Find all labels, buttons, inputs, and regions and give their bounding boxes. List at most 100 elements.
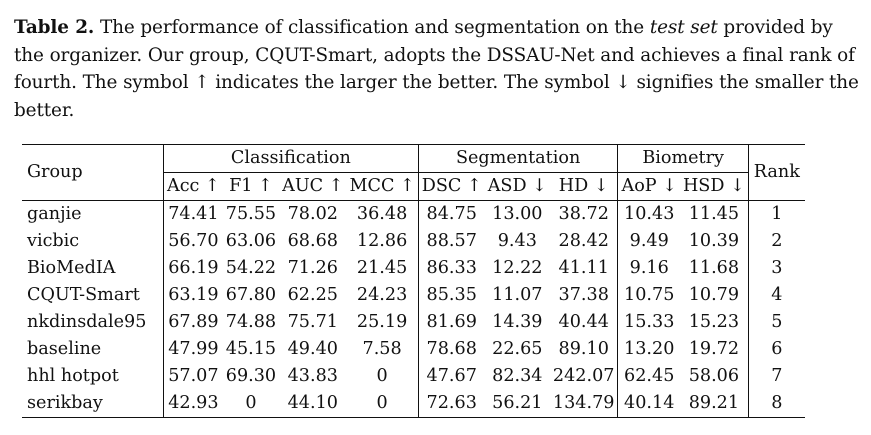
metric-value-cell: 0 <box>376 366 388 386</box>
metric-value-cell: 54.22 <box>225 258 277 278</box>
metric-value-cell: 10.75 <box>617 282 680 309</box>
metric-value-cell: 75.55 <box>225 204 277 224</box>
metric-value-cell: 134.79 <box>549 390 618 418</box>
metric-value-cell: 13.20 <box>617 336 680 363</box>
metric-value-cell: 11.45 <box>688 204 740 224</box>
group-name-cell: ganjie <box>27 204 82 224</box>
metric-value-cell: 42.93 <box>162 390 223 418</box>
metric-value-cell: 0 <box>346 390 419 418</box>
metric-value-cell: 89.10 <box>558 339 609 359</box>
group-name-cell: baseline <box>27 339 102 359</box>
metric-value-cell: 21.45 <box>356 258 408 278</box>
group-name-cell: hhl hotpot <box>27 366 119 386</box>
metric-value-cell: 13.00 <box>492 204 543 224</box>
metric-value-cell: 28.42 <box>558 231 609 251</box>
metric-value-cell: 72.63 <box>417 390 485 418</box>
caption-label: Table 2. <box>14 17 95 38</box>
table-row: vicbic 56.70 63.06 68.68 12.86 88.57 9.43 28.42… <box>22 228 805 255</box>
metric-value-cell: 62.45 <box>617 363 680 390</box>
table-row: BioMedIA 66.19 54.22 71.26 21.45 86.33 12.22 41… <box>22 255 805 282</box>
metric-header-hd: HD ↓ <box>549 172 618 201</box>
section-header-row: Group Classification Segmentation Biomet… <box>22 144 805 201</box>
metric-value-cell: 47.99 <box>162 336 223 363</box>
group-name-cell: vicbic <box>27 231 80 251</box>
metric-header-f1: F1 ↑ <box>222 172 280 201</box>
metric-value-cell: 9.43 <box>497 231 537 251</box>
table-caption: Table 2. The performance of classificati… <box>14 14 859 124</box>
metric-value-cell: 89.21 <box>679 390 749 418</box>
metric-value-cell: 44.10 <box>279 390 347 418</box>
table-row: serikbay 42.93 0 44.10 0 72.63 56.21 134.79 40.1… <box>22 390 805 418</box>
metric-value-cell: 12.22 <box>492 258 543 278</box>
metric-header-aop: AoP ↓ <box>617 172 680 201</box>
metric-value-cell: 68.68 <box>287 231 338 251</box>
caption-text-before: The performance of classification and se… <box>94 17 650 38</box>
metric-value-cell: 0 <box>222 390 280 418</box>
metric-value-cell: 14.39 <box>492 312 543 332</box>
metric-header-asd: ASD ↓ <box>484 172 550 201</box>
group-name-cell: serikbay <box>22 390 164 418</box>
metric-value-cell: 81.69 <box>417 309 485 336</box>
rank-cell: 5 <box>747 309 805 336</box>
metric-value-cell: 7.58 <box>362 339 402 359</box>
metric-value-cell: 25.19 <box>356 312 408 332</box>
metric-value-cell: 78.68 <box>417 336 485 363</box>
group-name-cell: CQUT-Smart <box>27 285 140 305</box>
metric-value-cell: 242.07 <box>552 366 615 386</box>
rank-cell: 4 <box>747 282 805 309</box>
metric-value-cell: 15.33 <box>617 309 680 336</box>
metric-value-cell: 15.23 <box>688 312 740 332</box>
metric-value-cell: 74.88 <box>225 312 277 332</box>
metric-value-cell: 9.49 <box>617 228 680 255</box>
metric-value-cell: 63.06 <box>225 231 277 251</box>
table-row: baseline 47.99 45.15 49.40 7.58 78.68 22.65 89.… <box>22 336 805 363</box>
metric-value-cell: 11.68 <box>688 258 740 278</box>
metric-value-cell: 56.21 <box>484 390 550 418</box>
caption-text-after: provided by the organizer. Our group, CQ… <box>14 17 859 121</box>
rank-cell: 1 <box>747 200 805 228</box>
group-name-cell: BioMedIA <box>27 258 116 278</box>
classification-section-header: Classification <box>163 144 419 173</box>
metric-header-row: Acc ↑ F1 ↑ AUC ↑ MCC ↑ DSC ↑ ASD ↓ HD ↓ … <box>22 172 805 201</box>
rank-cell: 8 <box>747 390 805 418</box>
metric-value-cell: 12.86 <box>356 231 408 251</box>
metric-value-cell: 22.65 <box>492 339 543 359</box>
rank-column-header: Rank <box>747 144 805 201</box>
metric-header-mcc: MCC ↑ <box>346 172 419 201</box>
metric-value-cell: 41.11 <box>558 258 609 278</box>
table-row: CQUT-Smart 63.19 67.80 62.25 24.23 85.35 11.07… <box>22 282 805 309</box>
metric-header-auc: AUC ↑ <box>279 172 347 201</box>
metric-value-cell: 86.33 <box>417 255 485 282</box>
metric-value-cell: 58.06 <box>688 366 740 386</box>
metric-value-cell: 62.25 <box>287 285 338 305</box>
metric-value-cell: 66.19 <box>162 255 223 282</box>
rank-cell: 3 <box>747 255 805 282</box>
metric-value-cell: 57.07 <box>162 363 223 390</box>
metric-value-cell: 10.79 <box>688 285 740 305</box>
metric-header-hsd: HSD ↓ <box>679 172 749 201</box>
metric-value-cell: 56.70 <box>162 228 223 255</box>
metric-value-cell: 67.80 <box>225 285 277 305</box>
segmentation-section-header: Segmentation <box>417 144 618 173</box>
metric-value-cell: 75.71 <box>287 312 338 332</box>
metric-value-cell: 85.35 <box>417 282 485 309</box>
metric-value-cell: 49.40 <box>287 339 338 359</box>
rank-cell: 6 <box>747 336 805 363</box>
metric-header-acc: Acc ↑ <box>162 172 223 201</box>
metric-value-cell: 45.15 <box>225 339 277 359</box>
results-table: Group Classification Segmentation Biomet… <box>22 144 805 418</box>
metric-value-cell: 37.38 <box>558 285 609 305</box>
metric-value-cell: 67.89 <box>162 309 223 336</box>
metric-value-cell: 9.16 <box>617 255 680 282</box>
metric-value-cell: 74.41 <box>162 200 223 228</box>
metric-value-cell: 19.72 <box>688 339 740 359</box>
metric-value-cell: 47.67 <box>417 363 485 390</box>
metric-value-cell: 69.30 <box>225 366 277 386</box>
rank-cell: 7 <box>747 363 805 390</box>
table-row: nkdinsdale95 67.89 74.88 75.71 25.19 81.69 14.… <box>22 309 805 336</box>
metric-value-cell: 10.39 <box>688 231 740 251</box>
metric-value-cell: 10.43 <box>617 200 680 228</box>
table-body: ganjie 74.41 75.55 78.02 36.48 84.75 13.00 38.7… <box>22 200 805 418</box>
metric-value-cell: 82.34 <box>492 366 543 386</box>
group-name-cell: nkdinsdale95 <box>27 312 147 332</box>
